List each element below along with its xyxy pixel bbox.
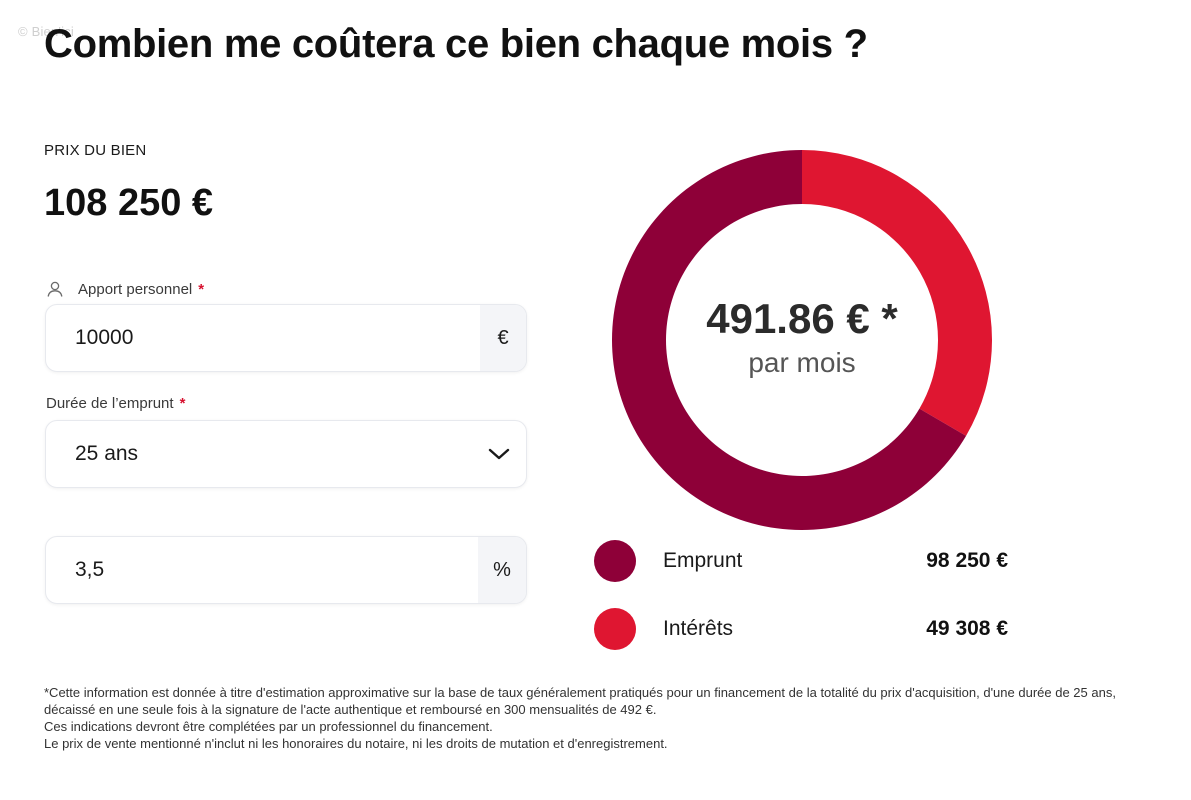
monthly-amount: 491.86 € * bbox=[706, 295, 898, 342]
donut-chart bbox=[612, 150, 992, 530]
legend-swatch-interets bbox=[594, 608, 636, 650]
required-mark: * bbox=[179, 395, 186, 412]
required-mark: * bbox=[198, 280, 205, 298]
donut-slice-emprunt bbox=[612, 150, 967, 530]
legend-item-emprunt: Emprunt 98 250 € bbox=[594, 540, 1014, 582]
duree-selected-value: 25 ans bbox=[75, 442, 139, 465]
apport-input[interactable] bbox=[46, 305, 480, 371]
disclaimer-line: Ces indications devront être complétées … bbox=[44, 719, 493, 734]
user-icon bbox=[47, 281, 63, 297]
duree-select[interactable]: 25 ans bbox=[45, 420, 527, 488]
legend-swatch-emprunt bbox=[594, 540, 636, 582]
disclaimer: *Cette information est donnée à titre d'… bbox=[44, 684, 1154, 752]
taux-input[interactable] bbox=[46, 537, 478, 603]
donut-center: 491.86 € * par mois bbox=[610, 148, 994, 532]
legend-item-interets: Intérêts 49 308 € bbox=[594, 608, 1014, 650]
legend-value: 98 250 € bbox=[926, 549, 1008, 572]
legend-label: Emprunt bbox=[663, 549, 743, 572]
apport-label-text: Apport personnel bbox=[78, 280, 193, 298]
chevron-down-icon bbox=[488, 448, 510, 460]
price-value: 108 250 € bbox=[44, 182, 214, 224]
disclaimer-line: Le prix de vente mentionné n'inclut ni l… bbox=[44, 736, 668, 751]
page-title: Combien me coûtera ce bien chaque mois ? bbox=[44, 22, 868, 66]
duree-label-text: Durée de l’emprunt bbox=[46, 395, 174, 412]
legend-value: 49 308 € bbox=[926, 617, 1008, 640]
apport-label: Apport personnel * bbox=[46, 280, 204, 298]
apport-field: € bbox=[45, 304, 527, 372]
taux-unit: % bbox=[478, 537, 526, 603]
legend-label: Intérêts bbox=[663, 617, 734, 640]
duree-label: Durée de l’emprunt * bbox=[46, 395, 185, 412]
donut-slice-interets bbox=[802, 150, 992, 436]
disclaimer-line: *Cette information est donnée à titre d'… bbox=[44, 685, 1116, 717]
monthly-sub: par mois bbox=[748, 347, 856, 378]
apport-unit: € bbox=[480, 305, 526, 371]
taux-field: % bbox=[45, 536, 527, 604]
price-label: PRIX DU BIEN bbox=[44, 142, 147, 159]
watermark: © Bien'ici bbox=[18, 24, 74, 39]
